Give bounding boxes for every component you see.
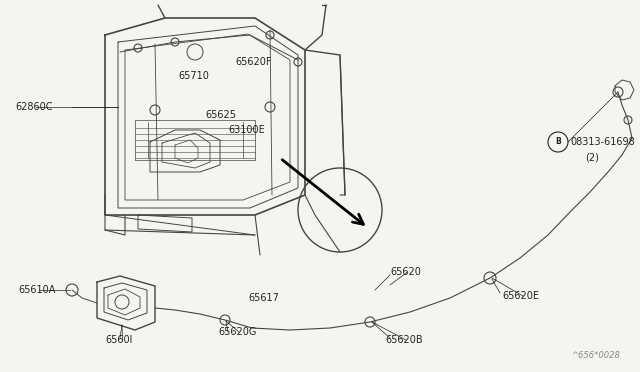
Text: 65620F: 65620F: [235, 57, 271, 67]
Text: 63100E: 63100E: [228, 125, 265, 135]
Text: B: B: [555, 138, 561, 147]
Text: 65620B: 65620B: [385, 335, 422, 345]
Text: ^656*0028: ^656*0028: [571, 351, 620, 360]
Text: 65610A: 65610A: [18, 285, 56, 295]
Text: 65625: 65625: [205, 110, 236, 120]
Text: 62860C: 62860C: [15, 102, 52, 112]
Text: (2): (2): [585, 153, 599, 163]
Text: 65617: 65617: [248, 293, 279, 303]
Text: 65620: 65620: [390, 267, 421, 277]
Text: 65620G: 65620G: [218, 327, 257, 337]
Text: 08313-61698: 08313-61698: [570, 137, 635, 147]
Text: 6560l: 6560l: [105, 335, 132, 345]
Text: 65710: 65710: [178, 71, 209, 81]
Text: 65620E: 65620E: [502, 291, 539, 301]
